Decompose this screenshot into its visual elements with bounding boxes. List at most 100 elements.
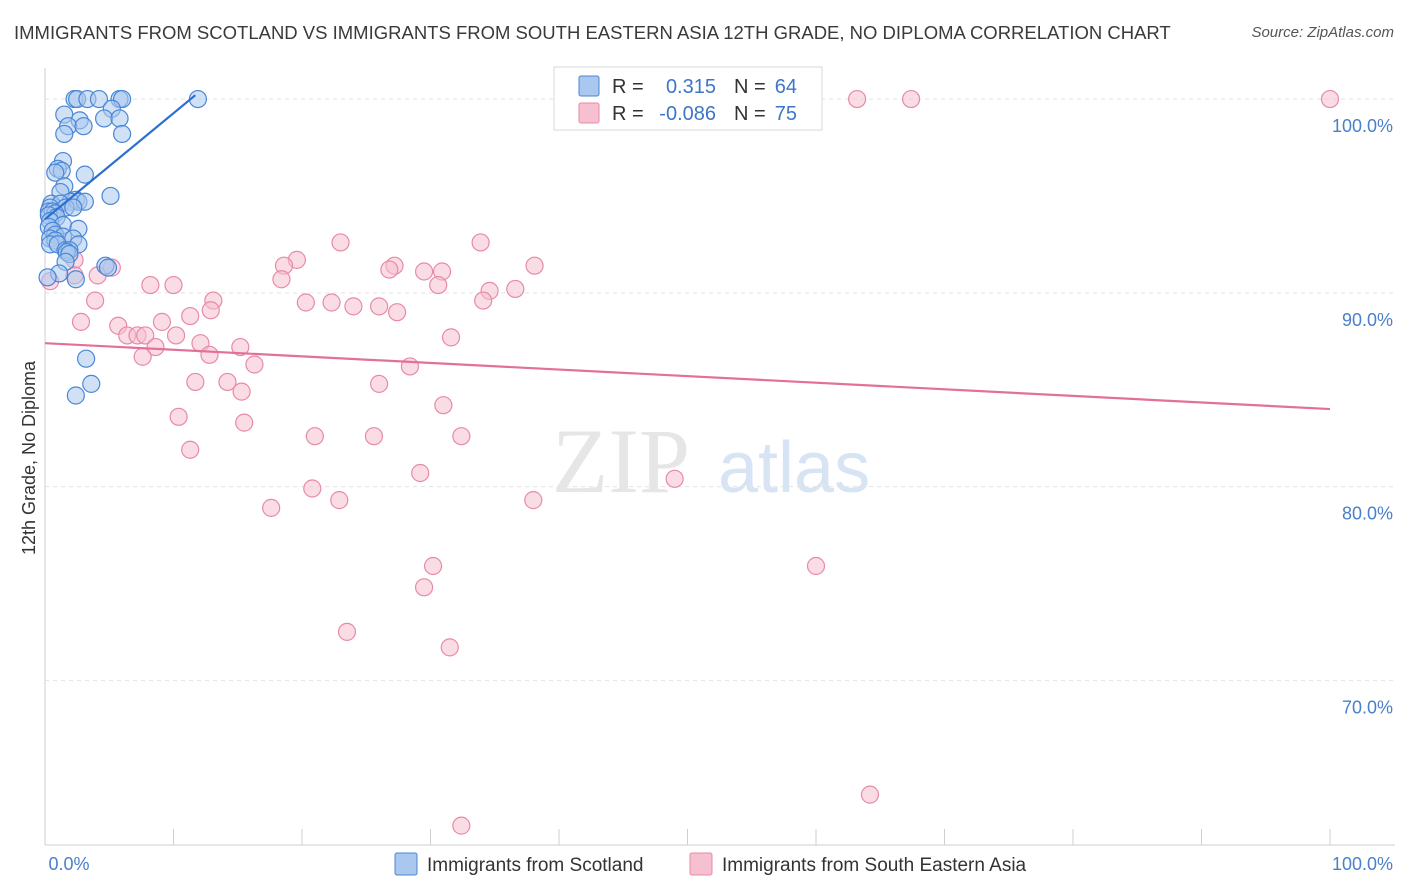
scotland-point [98,258,118,277]
south-eastern-asia-point [452,427,471,446]
south-eastern-asia-point [303,479,322,498]
scotland-point [101,186,120,206]
south-eastern-asia-point [474,291,493,310]
legend-n-value: 64 [775,76,797,98]
scotland-point [110,109,129,128]
trend-line-scotland [44,94,197,221]
south-eastern-asia-point [141,275,160,295]
legend-r-label: R = [612,103,644,125]
source-label: Source: ZipAtlas.com [1251,24,1394,41]
x-tick-labels: 0.0% 100.0% [48,854,1393,874]
scotland-point [55,124,74,144]
watermark: ZIP atlas [552,410,870,512]
south-eastern-asia-point [370,374,389,393]
legend-n-label: N = [734,76,766,98]
y-tick-labels: 100.0% 90.0% 80.0% 70.0% [1332,116,1393,717]
scotland-point [112,124,132,144]
south-eastern-asia-point [423,556,443,576]
south-eastern-asia-point [380,260,399,279]
south-eastern-asia-point [434,396,453,415]
legend-swatch-south-eastern-asia [578,102,600,124]
scotland-point [46,163,65,182]
scotland-point [64,198,83,217]
south-eastern-asia-point [411,463,430,483]
south-eastern-asia-point [525,256,544,275]
south-eastern-asia-point [524,491,543,510]
y-tick-label: 90.0% [1342,310,1393,330]
legend-r-value: 0.315 [666,76,716,98]
south-eastern-asia-point [146,337,165,357]
south-eastern-asia-point [181,440,200,459]
bottom-legend-label-south-eastern-asia: Immigrants from South Eastern Asia [722,855,1027,876]
legend-r-value: -0.086 [659,103,716,125]
south-eastern-asia-point [232,382,251,401]
south-eastern-asia-point [231,337,250,357]
south-eastern-asia-point [164,275,183,295]
south-eastern-asia-point [429,275,448,295]
south-eastern-asia-point [387,303,407,322]
south-eastern-asia-point [133,347,152,366]
south-eastern-asia-point [169,407,188,426]
south-eastern-asia-point [235,413,254,432]
south-eastern-asia-point [441,328,461,347]
south-eastern-asia-point [305,427,324,446]
south-eastern-asia-point [848,89,867,109]
south-eastern-asia-point [200,345,219,364]
bottom-legend-label-scotland: Immigrants from Scotland [427,855,643,876]
scotland-point [75,165,94,184]
south-eastern-asia-point [136,326,155,345]
series-south-eastern-asia [41,89,1340,835]
south-eastern-asia-point [337,622,357,641]
watermark-atlas: atlas [718,428,870,508]
bottom-legend-swatch-scotland [394,852,418,876]
south-eastern-asia-point [296,293,315,312]
south-eastern-asia-point [330,491,349,510]
south-eastern-asia-point [414,262,434,281]
south-eastern-asia-point [665,469,684,488]
series-legend: Immigrants from Scotland Immigrants from… [394,852,1027,876]
south-eastern-asia-point [186,372,205,392]
south-eastern-asia-point [806,556,826,576]
watermark-zip: ZIP [552,410,690,512]
correlation-legend: R = 0.315 N = 64 R = -0.086 N = 75 [553,66,823,131]
south-eastern-asia-point [471,233,490,252]
south-eastern-asia-point [860,785,880,804]
south-eastern-asia-point [331,233,350,252]
south-eastern-asia-point [71,312,91,331]
south-eastern-asia-point [440,638,459,657]
south-eastern-asia-point [181,306,200,326]
south-eastern-asia-point [245,355,264,374]
x-tick-label: 100.0% [1332,854,1393,874]
scotland-point [77,349,96,368]
series-scotland [38,89,208,405]
chart-title: IMMIGRANTS FROM SCOTLAND VS IMMIGRANTS F… [14,22,1171,43]
scotland-point [89,89,109,109]
south-eastern-asia-point [1320,89,1340,109]
y-tick-label: 100.0% [1332,116,1393,136]
south-eastern-asia-point [370,297,389,316]
south-eastern-asia-point [344,297,363,316]
south-eastern-asia-point [166,326,186,345]
y-tick-label: 70.0% [1342,697,1393,717]
scotland-point [66,270,85,289]
south-eastern-asia-point [322,293,341,312]
scotland-point [66,386,85,405]
trend-lines [44,94,1331,411]
south-eastern-asia-point [86,291,105,310]
south-eastern-asia-point [364,427,384,446]
x-tick-label: 0.0% [48,854,89,874]
bottom-legend-swatch-south-eastern-asia [689,852,713,876]
south-eastern-asia-point [218,372,237,392]
scotland-point [95,109,114,128]
south-eastern-asia-point [452,816,471,835]
south-eastern-asia-point [414,578,434,597]
legend-n-value: 75 [775,103,797,125]
south-eastern-asia-point [152,312,172,331]
south-eastern-asia-point [901,89,921,109]
trend-line-south-eastern-asia [44,342,1331,411]
y-tick-label: 80.0% [1342,504,1393,524]
legend-r-label: R = [612,76,644,98]
south-eastern-asia-point [506,279,525,299]
south-eastern-asia-point [262,498,281,517]
